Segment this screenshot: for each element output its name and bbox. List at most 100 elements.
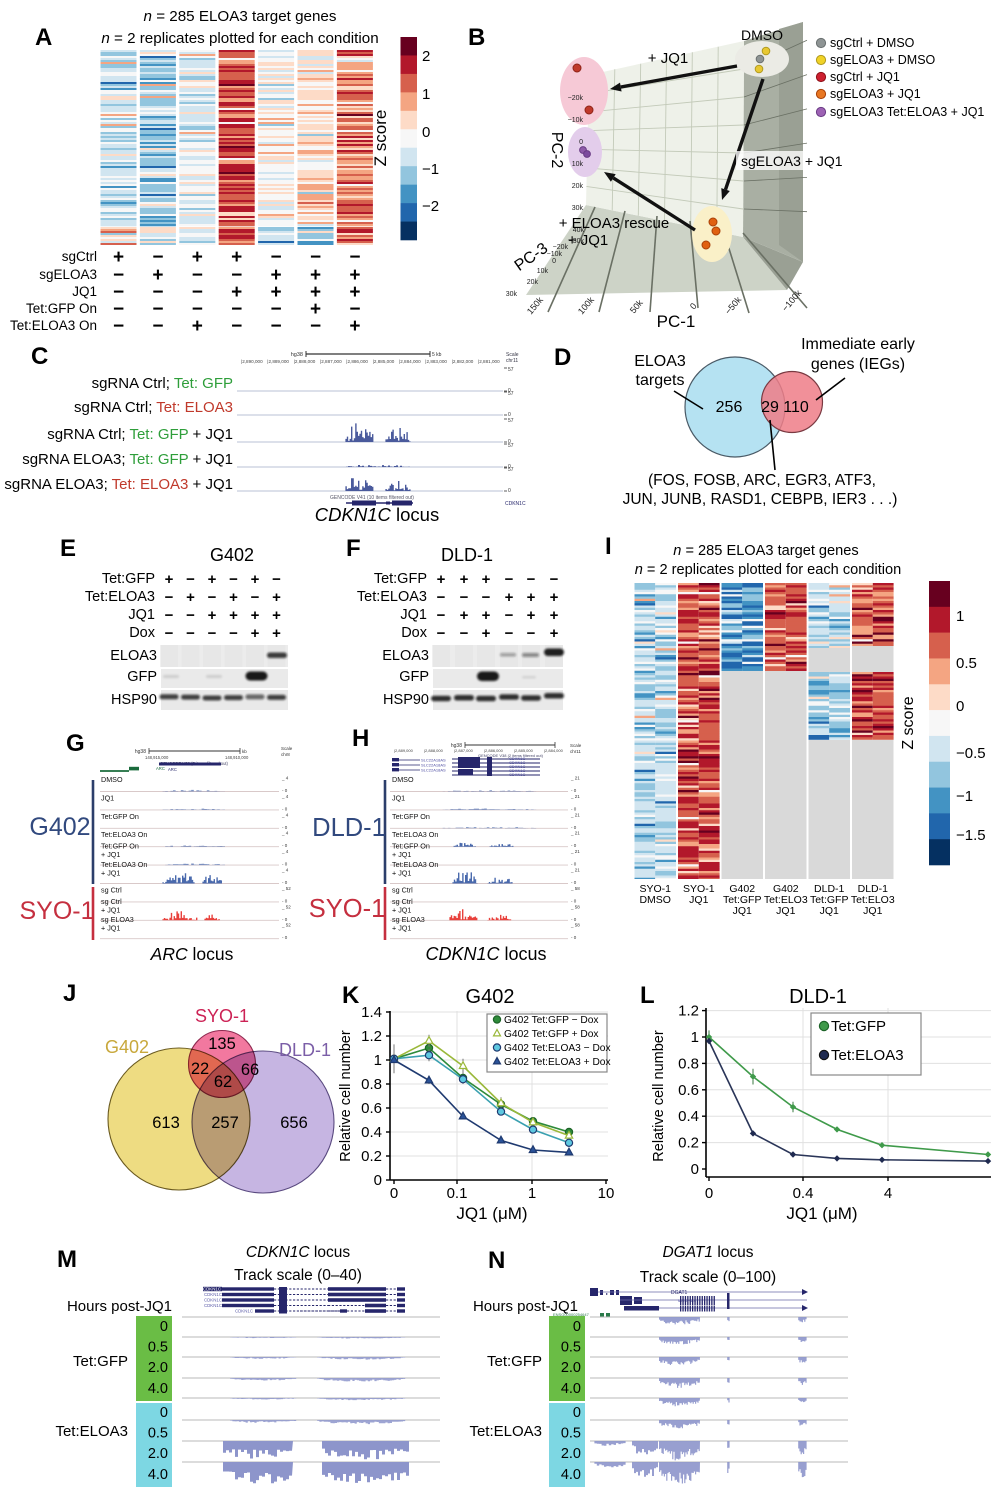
svg-text:DLD-1: DLD-1 [441, 545, 493, 565]
svg-text:- 0: - 0 [571, 862, 577, 867]
svg-text:_ 58: _ 58 [570, 923, 580, 928]
svg-text:−: − [460, 625, 469, 642]
svg-text:Relative cell number: Relative cell number [338, 1030, 354, 1162]
svg-text:sgRNA Ctrl; Tet: GFP + JQ1: sgRNA Ctrl; Tet: GFP + JQ1 [47, 426, 233, 443]
svg-text:−1: −1 [422, 161, 439, 178]
svg-text:0: 0 [579, 139, 583, 146]
svg-text:sgELOA3: sgELOA3 [39, 267, 97, 282]
svg-text:0.6: 0.6 [361, 1100, 382, 1117]
svg-text:4.0: 4.0 [148, 1381, 168, 1397]
svg-text:_ 4: _ 4 [281, 812, 289, 817]
svg-text:4: 4 [884, 1185, 892, 1202]
svg-text:G402 Tet:GFP − Dox: G402 Tet:GFP − Dox [504, 1015, 598, 1026]
svg-text:5 kb: 5 kb [432, 352, 442, 358]
svg-text:Tet:GFP: Tet:GFP [73, 1353, 128, 1370]
svg-text:_ 21: _ 21 [570, 776, 580, 781]
svg-text:sgELOA3 + JQ1: sgELOA3 + JQ1 [830, 87, 921, 101]
svg-text:+: + [272, 589, 281, 606]
svg-text:1.4: 1.4 [361, 1004, 382, 1021]
svg-text:JQ1: JQ1 [400, 607, 427, 623]
svg-text:0.5: 0.5 [956, 655, 977, 672]
svg-text:Tet:GFP: Tet:GFP [831, 1018, 886, 1035]
svg-text:|2,882,000: |2,882,000 [452, 359, 474, 364]
svg-text:|2,885,000: |2,885,000 [373, 359, 395, 364]
svg-text:n = 2 replicates plotted for e: n = 2 replicates plotted for each condit… [101, 30, 378, 47]
svg-text:_ 58: _ 58 [570, 886, 580, 891]
svg-text:Tet:GFP: Tet:GFP [487, 1353, 542, 1370]
svg-text:- 0: - 0 [282, 806, 288, 811]
svg-text:|2,887,000: |2,887,000 [454, 748, 474, 753]
svg-text:_ 52: _ 52 [281, 923, 291, 928]
svg-text:C: C [31, 343, 48, 370]
svg-text:Tet:ELOA3 On: Tet:ELOA3 On [392, 830, 438, 839]
svg-text:B: B [468, 24, 485, 51]
svg-text:2.0: 2.0 [561, 1446, 581, 1462]
svg-text:CDKN1C: CDKN1C [235, 1309, 253, 1314]
svg-text:+: + [186, 589, 195, 606]
svg-text:Tet:GFP On: Tet:GFP On [26, 301, 97, 316]
svg-text:CDKN1C: CDKN1C [509, 772, 526, 777]
svg-text:chr11: chr11 [570, 749, 581, 754]
svg-text:4.0: 4.0 [561, 1467, 581, 1483]
svg-text:256: 256 [716, 399, 743, 416]
svg-text:(FOS, FOSB, ARC, EGR3, ATF3,: (FOS, FOSB, ARC, EGR3, ATF3, [648, 472, 876, 489]
svg-text:CDKN1C: CDKN1C [204, 1303, 222, 1308]
svg-text:0.4: 0.4 [793, 1185, 814, 1202]
svg-text:|2,884,000: |2,884,000 [544, 748, 564, 753]
svg-text:|2,888,000: |2,888,000 [424, 748, 444, 753]
svg-text:|2,884,000: |2,884,000 [399, 359, 421, 364]
svg-text:−: − [272, 571, 281, 588]
svg-text:G402: G402 [210, 545, 254, 565]
svg-text:0.6: 0.6 [678, 1082, 699, 1099]
svg-text:JQ1: JQ1 [392, 793, 405, 802]
svg-text:−: − [165, 589, 174, 606]
svg-text:0: 0 [573, 1405, 581, 1421]
svg-text:HSP90: HSP90 [383, 692, 429, 708]
svg-text:+: + [208, 571, 217, 588]
svg-text:Relative cell number: Relative cell number [651, 1030, 667, 1162]
svg-text:+ JQ1: + JQ1 [101, 905, 120, 914]
svg-text:Track scale (0–40): Track scale (0–40) [234, 1267, 362, 1284]
svg-text:DGAT1 locus: DGAT1 locus [662, 1244, 753, 1261]
svg-text:−: − [165, 607, 174, 624]
svg-text:SYO-1: SYO-1 [309, 895, 386, 923]
svg-text:ELOA3: ELOA3 [110, 648, 157, 664]
svg-text:DMSO: DMSO [741, 27, 783, 43]
svg-text:sgELOA3 + JQ1: sgELOA3 + JQ1 [741, 153, 843, 169]
svg-text:J: J [63, 980, 76, 1007]
svg-text:+ JQ1: + JQ1 [101, 869, 120, 878]
svg-text:1: 1 [691, 1029, 699, 1046]
svg-text:Tet:ELOA3: Tet:ELOA3 [55, 1423, 128, 1440]
svg-text:−: − [271, 316, 282, 337]
svg-text:Scale: Scale [570, 743, 582, 748]
svg-text:Tet:ELOA3: Tet:ELOA3 [831, 1047, 904, 1064]
svg-text:+: + [208, 607, 217, 624]
svg-text:110: 110 [783, 399, 809, 416]
svg-text:57: 57 [508, 418, 514, 424]
svg-text:PC-1: PC-1 [657, 312, 696, 331]
svg-text:|2,881,000: |2,881,000 [478, 359, 500, 364]
svg-text:GFP: GFP [127, 669, 157, 685]
svg-text:Tet:GFP: Tet:GFP [102, 571, 155, 587]
svg-text:Tet:ELOA3 On: Tet:ELOA3 On [10, 318, 97, 333]
svg-text:Tet:GFP On: Tet:GFP On [392, 812, 430, 821]
svg-text:0: 0 [552, 258, 556, 265]
svg-text:_ 21: _ 21 [570, 831, 580, 836]
svg-text:JQ1: JQ1 [101, 793, 114, 802]
svg-text:1: 1 [956, 608, 964, 625]
svg-text:−: − [460, 589, 469, 606]
svg-text:sgCtrl: sgCtrl [62, 249, 97, 264]
svg-text:JQ1: JQ1 [689, 894, 708, 906]
svg-text:1: 1 [422, 86, 430, 103]
svg-text:148,910,000: 148,910,000 [225, 755, 249, 760]
svg-text:+: + [165, 571, 174, 588]
svg-text:Dox: Dox [129, 625, 156, 641]
svg-text:0.4: 0.4 [361, 1124, 382, 1141]
svg-text:0.5: 0.5 [148, 1340, 168, 1356]
svg-text:57: 57 [508, 367, 514, 373]
svg-text:−20k: −20k [568, 95, 584, 102]
svg-text:+: + [527, 607, 536, 624]
svg-text:CDKN1C: CDKN1C [204, 1292, 222, 1297]
svg-text:257: 257 [211, 1114, 239, 1132]
svg-text:30k: 30k [506, 291, 518, 298]
